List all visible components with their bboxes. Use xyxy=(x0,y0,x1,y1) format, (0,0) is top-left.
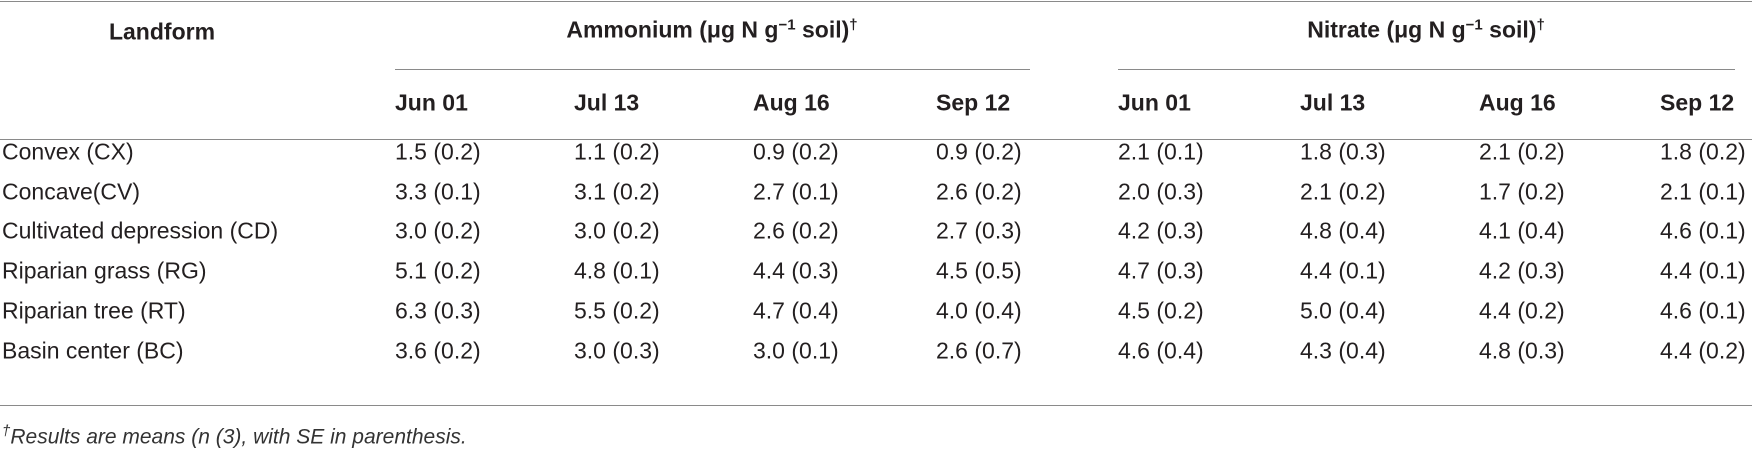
cell-value: 2.0 (0.3) xyxy=(1118,178,1204,205)
row-label: Riparian grass (RG) xyxy=(2,257,207,284)
cell-value: 3.0 (0.2) xyxy=(395,217,481,244)
cell-value: 3.0 (0.1) xyxy=(753,337,839,363)
cell-value: 2.1 (0.1) xyxy=(1660,178,1746,205)
cell-value: 2.1 (0.2) xyxy=(1479,138,1565,165)
cell-value: 4.4 (0.2) xyxy=(1660,337,1746,363)
group-header-text: Nitrate (μg N g xyxy=(1307,16,1466,43)
date-header: Sep 12 xyxy=(936,89,1011,116)
cell-value: 5.1 (0.2) xyxy=(395,257,481,284)
group-header-text: Ammonium (μg N g xyxy=(566,16,779,43)
footnote-mark: † xyxy=(1536,16,1545,34)
date-header: Jul 13 xyxy=(1300,89,1366,116)
top-rule xyxy=(0,1,1752,2)
cell-value: 3.0 (0.3) xyxy=(574,337,660,363)
cell-value: 4.8 (0.3) xyxy=(1479,337,1565,363)
cell-value: 4.6 (0.1) xyxy=(1660,217,1746,244)
cell-value: 3.1 (0.2) xyxy=(574,178,660,205)
cell-value: 4.8 (0.4) xyxy=(1300,217,1386,244)
cell-value: 1.5 (0.2) xyxy=(395,138,481,165)
cell-value: 2.1 (0.1) xyxy=(1118,138,1204,165)
cell-value: 4.7 (0.3) xyxy=(1118,257,1204,284)
cell-value: 4.3 (0.4) xyxy=(1300,337,1386,363)
superscript: −1 xyxy=(778,16,796,34)
column-header: Landform xyxy=(108,18,216,45)
cell-value: 0.9 (0.2) xyxy=(753,138,839,165)
cell-value: 4.4 (0.2) xyxy=(1479,297,1565,324)
footnote: †Results are means (n (3), with SE in pa… xyxy=(2,424,467,449)
row-label: Riparian tree (RT) xyxy=(2,297,186,324)
bottom-rule xyxy=(0,405,1752,406)
footnote-mark: † xyxy=(2,422,11,440)
group-rule xyxy=(1118,69,1735,70)
group-header-text: soil) xyxy=(795,16,850,43)
group-rule xyxy=(395,69,1030,70)
cell-value: 4.5 (0.2) xyxy=(1118,297,1204,324)
cell-value: 4.4 (0.1) xyxy=(1660,257,1746,284)
cell-value: 4.4 (0.3) xyxy=(753,257,839,284)
date-header: Aug 16 xyxy=(1479,89,1556,116)
cell-value: 6.3 (0.3) xyxy=(395,297,481,324)
header-rule xyxy=(0,139,1752,140)
cell-value: 4.0 (0.4) xyxy=(936,297,1022,324)
footnote-text: Results are means (n (3), with SE in par… xyxy=(10,425,467,449)
cell-value: 2.6 (0.2) xyxy=(753,217,839,244)
group-header: Nitrate (μg N g−1 soil)† xyxy=(1307,16,1545,43)
cell-value: 0.9 (0.2) xyxy=(936,138,1022,165)
cell-value: 1.7 (0.2) xyxy=(1479,178,1565,205)
cell-value: 2.1 (0.2) xyxy=(1300,178,1386,205)
cell-value: 2.7 (0.3) xyxy=(936,217,1022,244)
cell-value: 4.5 (0.5) xyxy=(936,257,1022,284)
row-label: Basin center (BC) xyxy=(2,337,184,363)
date-header: Sep 12 xyxy=(1660,89,1735,116)
cell-value: 2.6 (0.2) xyxy=(936,178,1022,205)
cell-value: 1.8 (0.3) xyxy=(1300,138,1386,165)
group-header-text: soil) xyxy=(1482,16,1537,43)
cell-value: 4.7 (0.4) xyxy=(753,297,839,324)
cell-value: 5.0 (0.4) xyxy=(1300,297,1386,324)
cell-value: 3.0 (0.2) xyxy=(574,217,660,244)
cell-value: 3.6 (0.2) xyxy=(395,337,481,363)
cell-value: 4.2 (0.3) xyxy=(1479,257,1565,284)
footnote-mark: † xyxy=(849,16,858,34)
row-label: Concave(CV) xyxy=(2,178,141,205)
date-header: Jun 01 xyxy=(1118,89,1191,116)
cell-value: 1.8 (0.2) xyxy=(1660,138,1746,165)
date-header: Jun 01 xyxy=(395,89,468,116)
row-label: Convex (CX) xyxy=(2,138,134,165)
cell-value: 1.1 (0.2) xyxy=(574,138,660,165)
date-header: Jul 13 xyxy=(574,89,640,116)
cell-value: 4.2 (0.3) xyxy=(1118,217,1204,244)
row-label: Cultivated depression (CD) xyxy=(2,217,279,244)
cell-value: 5.5 (0.2) xyxy=(574,297,660,324)
superscript: −1 xyxy=(1465,16,1483,34)
cell-value: 3.3 (0.1) xyxy=(395,178,481,205)
cell-value: 4.8 (0.1) xyxy=(574,257,660,284)
cell-value: 4.4 (0.1) xyxy=(1300,257,1386,284)
cell-value: 4.6 (0.1) xyxy=(1660,297,1746,324)
cell-value: 4.1 (0.4) xyxy=(1479,217,1565,244)
cell-value: 2.7 (0.1) xyxy=(753,178,839,205)
cell-value: 2.6 (0.7) xyxy=(936,337,1022,363)
group-header: Ammonium (μg N g−1 soil)† xyxy=(566,16,858,43)
cell-value: 4.6 (0.4) xyxy=(1118,337,1204,363)
date-header: Aug 16 xyxy=(753,89,830,116)
